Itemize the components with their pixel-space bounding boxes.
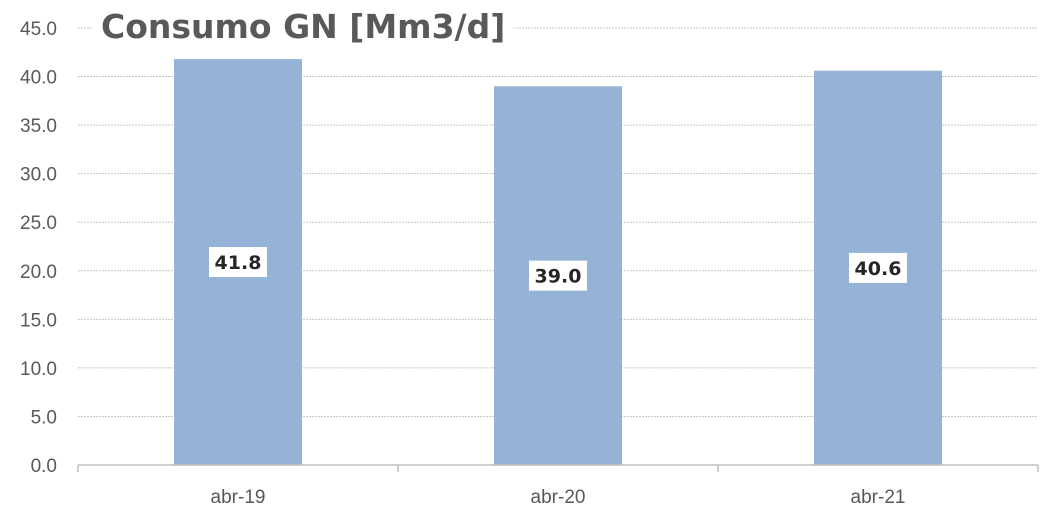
y-tick-label: 10.0 <box>20 359 57 380</box>
y-tick-label: 25.0 <box>20 213 57 234</box>
chart-title: Consumo GN [Mm3/d] <box>101 7 505 46</box>
x-axis: abr-19 abr-20 abr-21 <box>77 465 1039 508</box>
data-label: 41.8 <box>215 252 262 274</box>
data-label: 40.6 <box>855 258 902 280</box>
data-label: 39.0 <box>535 266 582 288</box>
y-axis-tick-labels: 0.0 5.0 10.0 15.0 20.0 25.0 30.0 35.0 40.0 45.0 <box>20 19 57 477</box>
x-tick-label: abr-21 <box>851 487 906 508</box>
y-tick-label: 15.0 <box>20 310 57 331</box>
data-label-box <box>209 247 267 278</box>
title-area: Consumo GN [Mm3/d] <box>93 5 514 48</box>
x-tick-label: abr-20 <box>531 487 586 508</box>
y-tick-label: 40.0 <box>20 68 57 89</box>
data-labels: 41.8 39.0 40.6 <box>209 247 907 291</box>
x-tick-label: abr-19 <box>211 487 266 508</box>
data-label-box <box>529 260 587 291</box>
data-label-box <box>849 252 907 283</box>
y-tick-label: 45.0 <box>20 19 57 40</box>
y-tick-label: 20.0 <box>20 262 57 283</box>
y-tick-label: 30.0 <box>20 165 57 186</box>
chart-title-background <box>93 5 514 48</box>
y-tick-label: 35.0 <box>20 116 57 137</box>
y-tick-label: 0.0 <box>31 456 57 477</box>
y-tick-label: 5.0 <box>31 407 57 428</box>
